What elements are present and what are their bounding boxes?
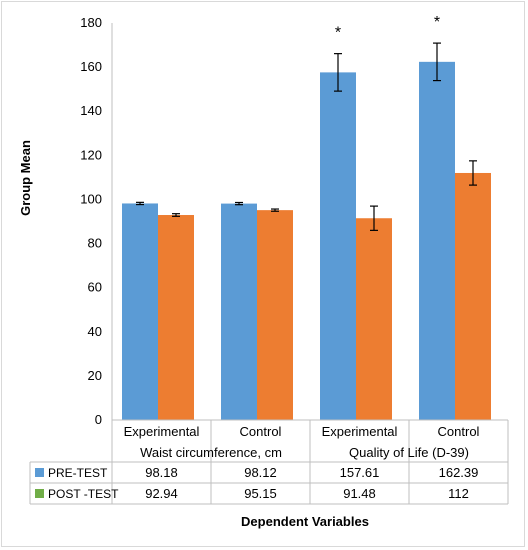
legend-label-1: POST -TEST [48, 487, 119, 501]
category-label-1: Control [240, 424, 282, 439]
y-tick-label-6: 120 [80, 147, 102, 162]
y-tick-label-7: 140 [80, 103, 102, 118]
y-tick-label-8: 160 [80, 59, 102, 74]
y-tick-label-1: 20 [88, 368, 102, 383]
significance-marker-0: * [335, 25, 341, 42]
y-tick-label-2: 40 [88, 324, 102, 339]
bar-post-1 [257, 210, 293, 420]
bar-pre-3 [419, 61, 455, 420]
data-label-0-0: 98.18 [145, 465, 178, 480]
data-label-1-0: 92.94 [145, 486, 178, 501]
bar-post-0 [158, 215, 194, 420]
group-label-1: Quality of Life (D-39) [349, 445, 469, 460]
y-tick-label-4: 80 [88, 236, 102, 251]
bar-post-3 [455, 172, 491, 420]
group-label-0: Waist circumference, cm [140, 445, 282, 460]
data-label-1-1: 95.15 [244, 486, 277, 501]
data-label-0-2: 157.61 [340, 465, 380, 480]
y-tick-label-0: 0 [95, 412, 102, 427]
x-axis-label: Dependent Variables [241, 514, 369, 529]
bar-pre-1 [221, 203, 257, 420]
legend-key-1 [35, 489, 44, 498]
legend-label-0: PRE-TEST [48, 466, 108, 480]
bar-pre-2 [320, 72, 356, 420]
data-label-0-3: 162.39 [439, 465, 479, 480]
y-tick-label-5: 100 [80, 191, 102, 206]
bar-post-2 [356, 218, 392, 420]
category-label-2: Experimental [322, 424, 398, 439]
category-label-0: Experimental [124, 424, 200, 439]
legend-key-0 [35, 468, 44, 477]
data-label-1-3: 112 [448, 486, 469, 501]
data-label-1-2: 91.48 [343, 486, 376, 501]
category-label-3: Control [438, 424, 480, 439]
significance-marker-1: * [434, 14, 440, 31]
y-tick-label-3: 60 [88, 280, 102, 295]
data-label-0-1: 98.12 [244, 465, 277, 480]
y-axis-label: Group Mean [18, 140, 33, 216]
y-tick-label-9: 180 [80, 15, 102, 30]
bar-pre-0 [122, 203, 158, 420]
